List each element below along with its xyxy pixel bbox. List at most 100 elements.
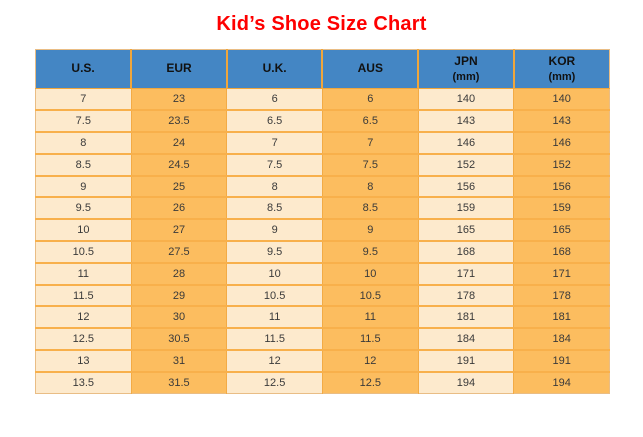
table-cell: 146 [513, 132, 610, 155]
column-header-us: U.S. [35, 49, 133, 89]
table-cell: 171 [513, 262, 610, 286]
table-cell: 191 [513, 350, 610, 373]
table-cell: 143 [418, 110, 515, 134]
table-cell: 181 [418, 306, 515, 330]
table-row: 11 28 10 10 171 171 [35, 262, 610, 286]
table-cell: 30.5 [131, 328, 228, 352]
table-cell: 10.5 [226, 284, 323, 308]
table-cell: 28 [131, 262, 228, 286]
table-body: 7 23 6 6 140 140 7.5 23.5 6.5 6.5 143 143 8 24 7 7 146 14… [35, 88, 610, 394]
table-cell: 8 [226, 175, 323, 199]
column-header-eur: EUR [131, 49, 228, 89]
table-cell: 24.5 [131, 153, 228, 177]
table-row: 12.5 30.5 11.5 11.5 184 184 [35, 328, 610, 352]
table-cell: 11 [226, 306, 323, 330]
table-cell: 156 [418, 175, 515, 199]
table-cell: 10 [35, 219, 132, 243]
table-cell: 11 [35, 262, 132, 286]
table-cell: 13 [35, 350, 132, 373]
table-cell: 159 [418, 197, 515, 221]
table-cell: 10.5 [35, 241, 132, 264]
table-cell: 159 [513, 197, 610, 221]
table-row: 8.5 24.5 7.5 7.5 152 152 [35, 153, 610, 177]
table-row: 13.5 31.5 12.5 12.5 194 194 [35, 371, 610, 394]
table-cell: 8 [35, 132, 132, 155]
table-cell: 152 [418, 153, 515, 177]
table-cell: 194 [418, 371, 515, 394]
table-cell: 8.5 [322, 197, 419, 221]
table-row: 7.5 23.5 6.5 6.5 143 143 [35, 110, 610, 134]
table-cell: 10 [322, 262, 419, 286]
table-cell: 7 [35, 88, 132, 112]
table-cell: 11.5 [35, 284, 132, 308]
table-cell: 24 [131, 132, 228, 155]
table-cell: 13.5 [35, 371, 132, 394]
table-cell: 6 [322, 88, 419, 112]
table-cell: 165 [513, 219, 610, 243]
table-cell: 12 [322, 350, 419, 373]
table-cell: 152 [513, 153, 610, 177]
column-header-kor: KOR (mm) [513, 49, 610, 89]
table-header: U.S. EUR U.K. AUS JPN (mm) KOR (mm) [35, 49, 610, 89]
column-header-uk: U.K. [226, 49, 324, 89]
table-cell: 6 [226, 88, 323, 112]
table-cell: 168 [513, 241, 610, 264]
table-cell: 7.5 [322, 153, 419, 177]
table-cell: 191 [418, 350, 515, 373]
table-cell: 146 [418, 132, 515, 155]
table-cell: 194 [513, 371, 610, 394]
table-cell: 25 [131, 175, 228, 199]
table-cell: 12.5 [35, 328, 132, 352]
table-cell: 184 [418, 328, 515, 352]
table-header-row: U.S. EUR U.K. AUS JPN (mm) KOR (mm) [35, 49, 610, 89]
table-cell: 23 [131, 88, 228, 112]
column-header-sub-jpn: (mm) [452, 70, 480, 83]
table-cell: 9.5 [35, 197, 132, 221]
table-cell: 8.5 [226, 197, 323, 221]
table-cell: 8 [322, 175, 419, 199]
shoe-size-table: U.S. EUR U.K. AUS JPN (mm) KOR (mm) 7 23 6 6 140 140… [35, 49, 610, 395]
table-row: 12 30 11 11 181 181 [35, 306, 610, 330]
table-cell: 10.5 [322, 284, 419, 308]
table-cell: 181 [513, 306, 610, 330]
table-cell: 178 [513, 284, 610, 308]
table-cell: 11 [322, 306, 419, 330]
table-cell: 165 [418, 219, 515, 243]
column-header-sub-kor: (mm) [548, 70, 576, 83]
table-cell: 31 [131, 350, 228, 373]
table-cell: 143 [513, 110, 610, 134]
table-cell: 6.5 [322, 110, 419, 134]
table-cell: 29 [131, 284, 228, 308]
table-cell: 9 [322, 219, 419, 243]
table-cell: 12 [226, 350, 323, 373]
table-cell: 7.5 [35, 110, 132, 134]
table-cell: 12 [35, 306, 132, 330]
table-cell: 8.5 [35, 153, 132, 177]
table-cell: 6.5 [226, 110, 323, 134]
table-cell: 9.5 [226, 241, 323, 264]
table-cell: 27 [131, 219, 228, 243]
table-cell: 31.5 [131, 371, 228, 394]
table-cell: 156 [513, 175, 610, 199]
table-cell: 30 [131, 306, 228, 330]
table-row: 11.5 29 10.5 10.5 178 178 [35, 284, 610, 308]
table-cell: 11.5 [322, 328, 419, 352]
table-cell: 7 [322, 132, 419, 155]
table-row: 13 31 12 12 191 191 [35, 350, 610, 373]
table-cell: 9.5 [322, 241, 419, 264]
table-cell: 178 [418, 284, 515, 308]
table-cell: 168 [418, 241, 515, 264]
table-cell: 12.5 [226, 371, 323, 394]
table-row: 7 23 6 6 140 140 [35, 88, 610, 112]
table-cell: 184 [513, 328, 610, 352]
table-row: 10.5 27.5 9.5 9.5 168 168 [35, 241, 610, 264]
table-cell: 11.5 [226, 328, 323, 352]
table-cell: 7 [226, 132, 323, 155]
table-cell: 7.5 [226, 153, 323, 177]
table-cell: 23.5 [131, 110, 228, 134]
column-header-aus: AUS [322, 49, 420, 89]
table-row: 10 27 9 9 165 165 [35, 219, 610, 243]
table-cell: 140 [418, 88, 515, 112]
page-title: Kid’s Shoe Size Chart [216, 13, 427, 35]
table-row: 9.5 26 8.5 8.5 159 159 [35, 197, 610, 221]
